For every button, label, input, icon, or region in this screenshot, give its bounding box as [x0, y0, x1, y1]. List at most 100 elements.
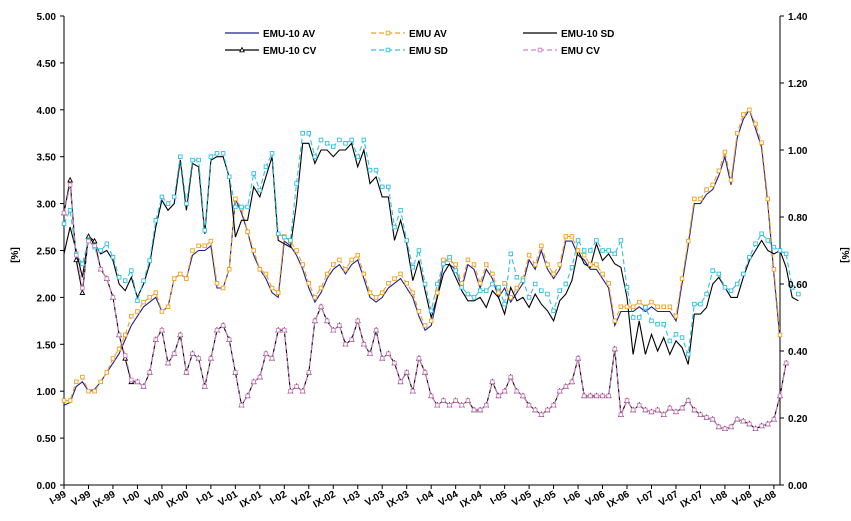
data-point-emu-av: [710, 182, 715, 188]
data-point-emu-cv: [306, 370, 312, 375]
data-point-emu-cv: [239, 403, 244, 408]
data-point-emu-av: [159, 309, 165, 314]
data-point-emu-av: [318, 285, 324, 291]
data-point-emu-sd: [275, 231, 281, 236]
data-point-emu-av: [465, 257, 471, 263]
data-point-emu-cv: [685, 398, 691, 403]
y-tick-label-left: 2.50: [37, 247, 57, 258]
data-point-emu-cv: [410, 388, 416, 394]
series-lines: [63, 108, 799, 430]
data-point-emu-sd: [624, 285, 630, 290]
data-point-emu-sd: [129, 268, 134, 273]
data-point-emu-av: [80, 374, 85, 380]
data-point-emu-av: [618, 304, 624, 310]
data-point-emu-cv: [441, 398, 446, 403]
data-point-emu-sd: [747, 254, 752, 260]
data-point-emu-av: [685, 238, 691, 244]
legend-item-emu-10-av: EMU-10 AV: [225, 29, 316, 40]
data-point-emu-sd: [392, 224, 397, 230]
data-point-emu-av: [67, 398, 73, 403]
data-point-emu-cv: [233, 370, 238, 375]
data-point-emu-cv: [581, 393, 587, 399]
data-point-emu-cv: [300, 388, 305, 394]
data-point-emu-sd: [239, 204, 244, 210]
x-tick-label: V-03: [363, 489, 387, 509]
data-point-emu-av: [190, 248, 195, 253]
data-point-emu-cv: [692, 407, 697, 413]
data-point-emu-av: [251, 248, 256, 253]
data-point-emu-sd: [581, 248, 587, 253]
data-point-emu-av: [545, 262, 550, 267]
data-point-emu-sd: [673, 332, 679, 337]
data-point-emu-sd: [477, 288, 483, 293]
data-point-emu-sd: [220, 151, 226, 156]
data-point-emu-av: [753, 121, 758, 127]
x-tick-label: V-99: [70, 489, 94, 509]
data-point-emu-av: [355, 252, 360, 258]
data-point-emu-sd: [306, 130, 312, 136]
data-point-emu-av: [61, 398, 67, 403]
legend-item-emu-sd: EMU SD: [371, 46, 448, 57]
data-point-emu-av: [459, 281, 465, 286]
y-tick-label-right: 1.20: [788, 79, 808, 90]
data-point-emu-cv: [471, 407, 477, 413]
data-point-emu-cv: [569, 379, 575, 385]
data-point-emu-av: [575, 248, 581, 253]
data-point-emu-av: [630, 304, 636, 310]
y-tick-label-left: 4.00: [37, 106, 57, 117]
data-point-emu-av: [765, 196, 771, 202]
data-point-emu-sd: [636, 315, 642, 320]
data-point-emu-cv: [67, 182, 73, 188]
data-point-emu-av: [471, 262, 477, 267]
data-point-emu-cv: [551, 403, 556, 408]
data-point-emu-cv: [263, 351, 269, 356]
legend-item-emu-10-sd: EMU-10 SD: [523, 29, 614, 40]
data-point-emu-cv: [783, 360, 789, 366]
data-point-emu-cv: [318, 304, 324, 310]
data-point-emu-10-cv: [67, 176, 74, 183]
data-point-emu-av: [373, 295, 379, 300]
data-point-emu-cv: [171, 351, 177, 356]
data-point-emu-av: [416, 309, 422, 314]
y-tick-label-left: 3.50: [37, 153, 57, 164]
data-point-emu-cv: [704, 415, 709, 420]
data-point-emu-sd: [318, 137, 324, 143]
series-markers-emu-av: [61, 107, 783, 403]
y-tick-label-left: 2.00: [37, 293, 57, 304]
legend-label: EMU CV: [561, 46, 600, 57]
series-line-emu-10-sd: [63, 142, 799, 365]
data-point-emu-av: [428, 318, 434, 324]
data-point-emu-cv: [80, 285, 85, 291]
data-point-emu-sd: [196, 157, 201, 163]
data-point-emu-sd: [226, 174, 232, 180]
data-point-emu-av: [435, 290, 440, 295]
data-point-emu-av: [98, 379, 103, 385]
data-point-emu-av: [661, 304, 666, 310]
data-point-emu-cv: [324, 318, 330, 324]
data-point-emu-cv: [716, 424, 722, 430]
data-point-emu-cv: [251, 379, 256, 385]
data-point-emu-av: [171, 276, 177, 281]
data-point-emu-av: [324, 271, 330, 277]
data-point-emu-av: [367, 290, 373, 295]
data-point-emu-cv: [269, 356, 275, 361]
data-point-emu-sd: [379, 184, 385, 190]
data-point-emu-av: [771, 267, 777, 272]
data-point-emu-sd: [171, 194, 177, 200]
data-point-emu-cv: [214, 327, 220, 333]
data-point-emu-av: [392, 276, 397, 281]
data-point-emu-sd: [178, 154, 183, 159]
data-point-emu-cv: [110, 295, 116, 300]
x-tick-label: I-07: [636, 489, 657, 507]
data-point-emu-cv: [288, 388, 293, 394]
data-point-emu-cv: [643, 407, 648, 413]
data-point-emu-av: [202, 243, 208, 249]
data-point-emu-cv: [636, 403, 642, 408]
data-point-emu-cv: [747, 421, 752, 427]
data-point-emu-sd: [765, 238, 771, 243]
data-point-emu-sd: [563, 281, 569, 287]
data-point-emu-av: [624, 304, 630, 310]
data-point-emu-av: [747, 107, 752, 113]
data-point-emu-sd: [783, 251, 789, 257]
